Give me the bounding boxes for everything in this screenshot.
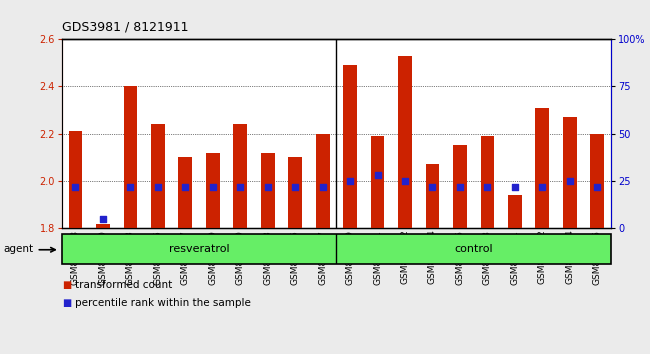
Point [235,184,246,189]
Bar [316,133,330,228]
Bar [508,195,522,228]
Point [592,184,603,189]
Text: ■: ■ [62,280,71,290]
Bar [590,133,604,228]
Point [153,184,163,189]
Text: GDS3981 / 8121911: GDS3981 / 8121911 [62,21,188,34]
Bar [426,164,439,228]
Point [98,216,108,222]
Bar [96,224,110,228]
Point [400,178,410,184]
Point [125,184,136,189]
Bar [261,153,274,228]
Point [510,184,520,189]
Bar [233,124,247,228]
Point [180,184,190,189]
Bar [563,117,577,228]
Bar [480,136,494,228]
Point [70,184,81,189]
Point [537,184,547,189]
Text: resveratrol: resveratrol [169,244,229,254]
Bar [124,86,137,228]
Bar [453,145,467,228]
Point [290,184,300,189]
Point [263,184,273,189]
Text: percentile rank within the sample: percentile rank within the sample [75,298,251,308]
Point [345,178,356,184]
Text: transformed count: transformed count [75,280,172,290]
Bar [151,124,164,228]
Bar [343,65,357,228]
Text: agent: agent [3,244,33,253]
Bar [536,108,549,228]
Bar [179,157,192,228]
Bar [289,157,302,228]
Point [427,184,437,189]
Point [372,172,383,178]
Point [482,184,493,189]
Point [565,178,575,184]
Bar [206,153,220,228]
Bar [69,131,83,228]
Point [207,184,218,189]
Point [317,184,328,189]
Text: control: control [454,244,493,254]
Text: ■: ■ [62,298,71,308]
Bar [370,136,384,228]
Bar [398,56,412,228]
Point [455,184,465,189]
